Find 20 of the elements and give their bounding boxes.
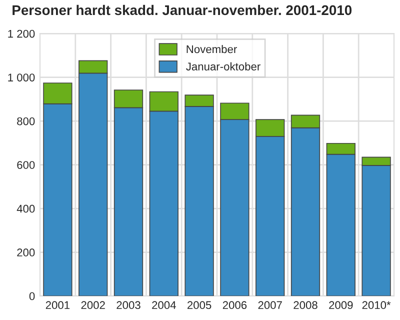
- legend-label: Januar-oktober: [186, 62, 260, 70]
- x-tick-label: 2009: [329, 301, 353, 310]
- x-tick-label: 2006: [222, 301, 247, 310]
- y-tick-label: 400: [16, 204, 35, 213]
- legend-label: November: [186, 44, 237, 54]
- y-tick-label: 1 200: [8, 30, 35, 38]
- chart-title: Personer hardt skadd. Januar-november. 2001-2010: [12, 4, 352, 16]
- x-tick-label: 2010*: [362, 301, 391, 310]
- x-tick-label: 2001: [46, 301, 70, 310]
- y-tick-label: 800: [17, 117, 35, 126]
- x-tick-label: 2003: [116, 301, 140, 310]
- x-tick-label: 2002: [81, 301, 105, 310]
- x-tick-label: 2004: [152, 301, 176, 310]
- x-tick-label: 2008: [294, 301, 318, 310]
- y-tick-label: 600: [17, 161, 35, 169]
- x-tick-label: 2007: [258, 301, 282, 310]
- y-tick-label: 200: [17, 248, 35, 256]
- y-tick-label: 1 000: [8, 74, 35, 82]
- y-tick-label: 0: [29, 292, 35, 300]
- x-tick-label: 2005: [188, 301, 212, 310]
